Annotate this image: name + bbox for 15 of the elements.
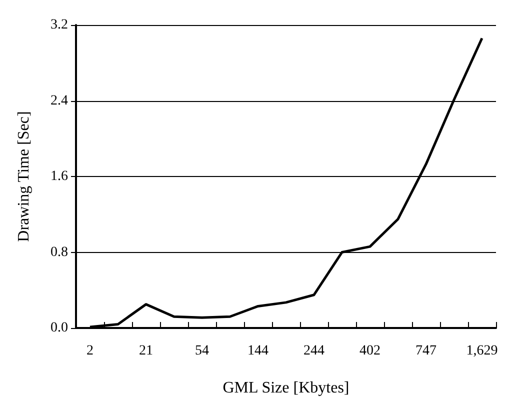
x-tick-label: 21 xyxy=(139,344,153,358)
y-axis-title: Drawing Time [Sec] xyxy=(16,111,32,242)
y-tick-label: 1.6 xyxy=(50,169,68,184)
x-tick-label: 1,629 xyxy=(466,344,498,358)
x-tick-label: 244 xyxy=(304,344,324,358)
y-tick-label: 2.4 xyxy=(50,93,68,108)
x-tick-label: 54 xyxy=(195,344,209,358)
x-tick-label: 402 xyxy=(360,344,380,358)
x-axis-title: GML Size [Kbytes] xyxy=(222,380,350,396)
x-tick-label: 144 xyxy=(248,344,268,358)
y-tick-label: 0.8 xyxy=(50,244,68,260)
x-tick-label: 2 xyxy=(86,344,94,358)
y-tick-label: 0.0 xyxy=(50,320,68,336)
x-tick-label: 747 xyxy=(416,344,436,358)
y-tick-label: 3.2 xyxy=(50,18,68,32)
